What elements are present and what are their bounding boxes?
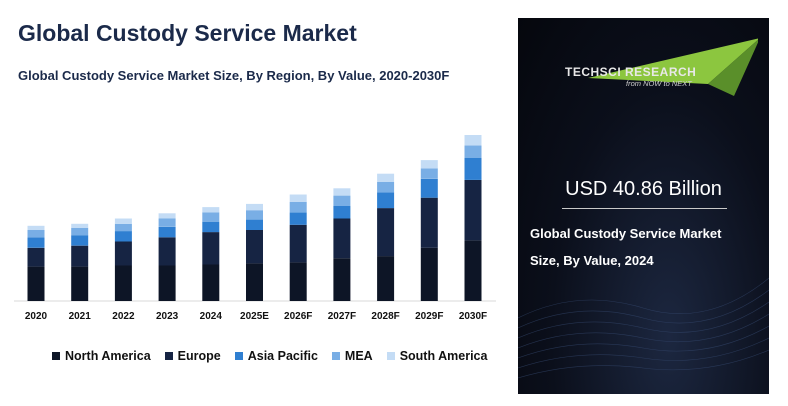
chart-legend: North America Europe Asia Pacific MEA South … xyxy=(52,349,487,363)
page-title: Global Custody Service Market xyxy=(18,20,357,46)
legend-swatch-mea xyxy=(331,352,340,360)
bar-mea-2022 xyxy=(114,223,132,232)
bar-south-america-2020 xyxy=(27,225,45,230)
bars-group xyxy=(27,135,482,301)
bar-south-america-2026f xyxy=(289,194,307,202)
bar-asia-pacific-2023 xyxy=(158,226,176,238)
legend-item-asia-pacific: Asia Pacific xyxy=(234,349,318,363)
x-tick-2030f: 2030F xyxy=(459,311,487,322)
bar-south-america-2030f xyxy=(464,135,482,146)
bar-europe-2027f xyxy=(333,218,351,259)
panel-caption-line1: Global Custody Service Market xyxy=(530,226,722,241)
bar-asia-pacific-2024 xyxy=(202,221,220,233)
bar-mea-2021 xyxy=(71,227,89,236)
logo-wordmark: TECHSCI RESEARCH xyxy=(565,65,697,79)
stacked-bar-chart: 2020 2021 2022 2023 2024 2025E 2026F 2027F 2028F… xyxy=(14,135,496,322)
bar-north-america-2029f xyxy=(420,247,438,301)
bar-north-america-2023 xyxy=(158,265,176,301)
legend-item-europe: Europe xyxy=(164,349,221,363)
bar-mea-2020 xyxy=(27,230,45,238)
bar-north-america-2021 xyxy=(71,266,89,301)
bar-asia-pacific-2021 xyxy=(71,235,89,246)
techsci-logo-icon xyxy=(588,38,758,96)
x-tick-2026f: 2026F xyxy=(284,311,312,322)
x-tick-2023: 2023 xyxy=(156,311,179,322)
x-tick-2021: 2021 xyxy=(69,311,92,322)
bar-south-america-2022 xyxy=(114,218,132,224)
x-tick-2027f: 2027F xyxy=(328,311,356,322)
market-value: USD 40.86 Billion xyxy=(565,178,722,200)
bar-europe-2028f xyxy=(377,208,395,257)
bar-mea-2027f xyxy=(333,195,351,206)
bar-mea-2025e xyxy=(246,210,263,220)
bar-asia-pacific-2030f xyxy=(464,158,482,180)
bar-north-america-2026f xyxy=(289,262,307,301)
bar-asia-pacific-2020 xyxy=(27,237,45,248)
bar-europe-2020 xyxy=(27,247,45,267)
bar-europe-2023 xyxy=(158,237,176,266)
x-tick-labels: 2020 2021 2022 2023 2024 2025E 2026F 2027F 2028F… xyxy=(25,311,487,322)
bar-south-america-2021 xyxy=(71,223,89,228)
x-tick-2022: 2022 xyxy=(112,311,135,322)
bar-south-america-2024 xyxy=(202,207,220,213)
bar-mea-2024 xyxy=(202,212,220,222)
legend-label-asia-pacific: Asia Pacific xyxy=(247,349,318,363)
legend-label-north-america: North America xyxy=(65,349,151,363)
x-tick-2025e: 2025E xyxy=(240,311,269,322)
legend-label-europe: Europe xyxy=(177,349,221,363)
bar-asia-pacific-2025e xyxy=(246,219,263,230)
bar-asia-pacific-2022 xyxy=(114,231,132,242)
bar-south-america-2029f xyxy=(420,160,438,169)
bar-asia-pacific-2028f xyxy=(377,192,395,209)
bar-asia-pacific-2027f xyxy=(333,206,351,219)
legend-swatch-south-america xyxy=(386,352,395,360)
bar-south-america-2023 xyxy=(158,213,176,219)
bar-north-america-2030f xyxy=(464,240,482,301)
bar-north-america-2027f xyxy=(333,258,351,301)
divider xyxy=(562,208,727,209)
bar-south-america-2025e xyxy=(246,203,263,211)
bar-asia-pacific-2026f xyxy=(289,212,307,225)
legend-swatch-europe xyxy=(164,352,173,360)
bar-mea-2029f xyxy=(420,168,438,179)
legend-item-south-america: South America xyxy=(386,349,488,363)
bar-mea-2030f xyxy=(464,145,482,158)
bar-north-america-2025e xyxy=(246,263,263,301)
panel-caption-line2: Size, By Value, 2024 xyxy=(530,253,654,268)
panel-caption: Global Custody Service Market Size, By V… xyxy=(530,220,765,274)
legend-swatch-north-america xyxy=(52,352,60,360)
bar-europe-2024 xyxy=(202,232,220,265)
wave-background xyxy=(518,277,769,379)
legend-swatch-asia-pacific xyxy=(234,352,243,360)
bar-mea-2026f xyxy=(289,201,307,213)
bar-europe-2021 xyxy=(71,245,89,267)
x-tick-2029f: 2029F xyxy=(415,311,443,322)
bar-europe-2029f xyxy=(420,197,438,248)
bar-asia-pacific-2029f xyxy=(420,178,438,198)
legend-item-mea: MEA xyxy=(331,349,373,363)
bar-europe-2025e xyxy=(246,230,263,264)
bar-south-america-2028f xyxy=(377,173,395,182)
bar-mea-2028f xyxy=(377,182,395,193)
bar-europe-2026f xyxy=(289,224,307,263)
bar-north-america-2028f xyxy=(377,256,395,301)
chart-subtitle: Global Custody Service Market Size, By R… xyxy=(18,68,450,83)
bar-north-america-2020 xyxy=(27,266,45,301)
bar-north-america-2022 xyxy=(114,265,132,301)
legend-label-mea: MEA xyxy=(344,349,373,363)
bar-north-america-2024 xyxy=(202,264,220,301)
logo-swoosh-light xyxy=(588,38,758,84)
x-tick-2024: 2024 xyxy=(200,311,223,322)
logo-swoosh-dark xyxy=(708,39,758,96)
x-tick-2028f: 2028F xyxy=(371,311,399,322)
x-tick-2020: 2020 xyxy=(25,311,48,322)
bar-europe-2030f xyxy=(464,179,482,241)
summary-panel: TECHSCI RESEARCH from NOW to NEXT USD 40… xyxy=(518,18,769,394)
bar-south-america-2027f xyxy=(333,188,351,196)
legend-label-south-america: South America xyxy=(399,349,488,363)
legend-item-north-america: North America xyxy=(52,349,151,363)
logo-tagline: from NOW to NEXT xyxy=(626,79,692,88)
bar-europe-2022 xyxy=(114,241,132,266)
bar-mea-2023 xyxy=(158,218,176,227)
